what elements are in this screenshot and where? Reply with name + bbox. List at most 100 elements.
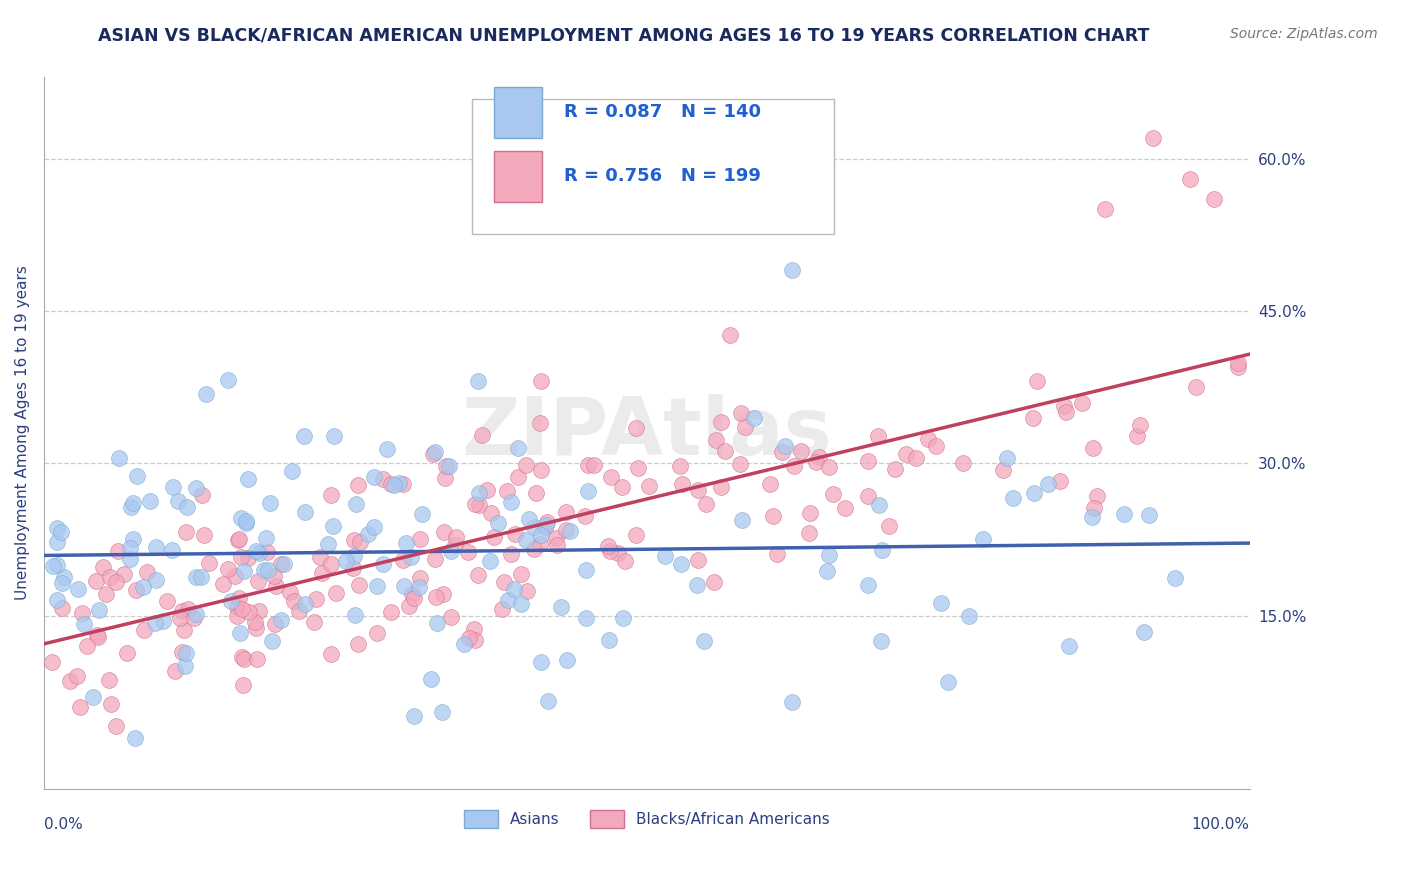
Point (558, 524, 581, 538)
Point (184, 481, 207, 495)
Point (346, 477, 368, 491)
Point (247, 574, 270, 588)
Point (145, 540, 167, 554)
Point (260, 634, 283, 648)
Point (162, 542, 184, 557)
Point (1070, 396, 1092, 410)
Point (98, 673, 121, 687)
Point (283, 593, 305, 607)
Point (120, 552, 142, 566)
Point (53, 570, 76, 584)
Point (486, 516, 509, 531)
Point (440, 543, 463, 558)
Point (818, 548, 841, 562)
Point (718, 328, 741, 343)
Point (375, 442, 398, 456)
Point (273, 558, 295, 572)
Point (98, 569, 121, 583)
Point (482, 530, 505, 544)
Point (235, 516, 257, 531)
Point (599, 543, 621, 558)
Point (270, 558, 292, 572)
Point (479, 506, 502, 520)
Point (877, 519, 900, 533)
Point (766, 547, 789, 561)
Point (347, 578, 370, 592)
Point (219, 594, 242, 608)
Point (547, 538, 569, 552)
Point (318, 537, 340, 551)
Point (217, 561, 239, 575)
Text: ASIAN VS BLACK/AFRICAN AMERICAN UNEMPLOYMENT AMONG AGES 16 TO 19 YEARS CORRELATI: ASIAN VS BLACK/AFRICAN AMERICAN UNEMPLOY… (98, 27, 1150, 45)
Point (917, 433, 939, 447)
Point (270, 613, 292, 627)
Point (302, 615, 325, 629)
Point (319, 488, 342, 502)
Y-axis label: Unemployment Among Ages 16 to 19 years: Unemployment Among Ages 16 to 19 years (15, 266, 30, 600)
Point (503, 582, 526, 596)
Point (491, 602, 513, 616)
Point (467, 374, 489, 388)
Point (166, 493, 188, 508)
Point (1226, 356, 1249, 370)
Point (309, 550, 332, 565)
Point (67, 582, 90, 597)
Point (1142, 131, 1164, 145)
Point (654, 549, 676, 563)
Point (89, 603, 111, 617)
Point (524, 485, 547, 500)
Point (817, 459, 839, 474)
Point (503, 527, 526, 541)
Point (139, 494, 162, 508)
Point (627, 460, 650, 475)
Point (1137, 508, 1160, 522)
Point (254, 531, 277, 545)
Point (530, 462, 553, 476)
Point (688, 553, 710, 567)
Point (929, 596, 952, 610)
Point (991, 463, 1014, 477)
Point (1226, 359, 1249, 374)
Point (515, 458, 537, 472)
Point (259, 496, 281, 510)
Point (193, 528, 215, 542)
Point (425, 552, 447, 566)
Point (468, 498, 491, 512)
Point (395, 536, 418, 550)
Point (1054, 405, 1077, 419)
Point (392, 552, 415, 566)
Text: R = 0.756   N = 199: R = 0.756 N = 199 (564, 168, 761, 186)
Point (704, 433, 727, 447)
Point (575, 564, 598, 578)
Point (84, 574, 107, 588)
Point (263, 568, 285, 582)
Point (1129, 418, 1152, 433)
Point (100, 697, 122, 711)
Point (41, 656, 63, 670)
Point (731, 513, 754, 527)
Point (1022, 410, 1045, 425)
Point (536, 515, 558, 529)
Point (1185, 380, 1208, 394)
Point (176, 500, 198, 514)
Point (1053, 400, 1076, 414)
Point (231, 650, 253, 665)
Point (319, 647, 342, 661)
Point (669, 459, 692, 474)
Point (304, 592, 326, 607)
Point (1125, 428, 1147, 442)
Point (411, 508, 433, 522)
Point (612, 202, 634, 217)
Point (905, 450, 928, 465)
Point (534, 518, 557, 533)
Point (342, 561, 364, 575)
Point (467, 567, 489, 582)
Point (856, 454, 879, 468)
Point (501, 495, 523, 509)
Point (1081, 510, 1104, 524)
Point (115, 646, 138, 660)
Point (287, 604, 309, 618)
Point (783, 458, 806, 473)
Point (868, 428, 890, 442)
Point (112, 567, 135, 582)
